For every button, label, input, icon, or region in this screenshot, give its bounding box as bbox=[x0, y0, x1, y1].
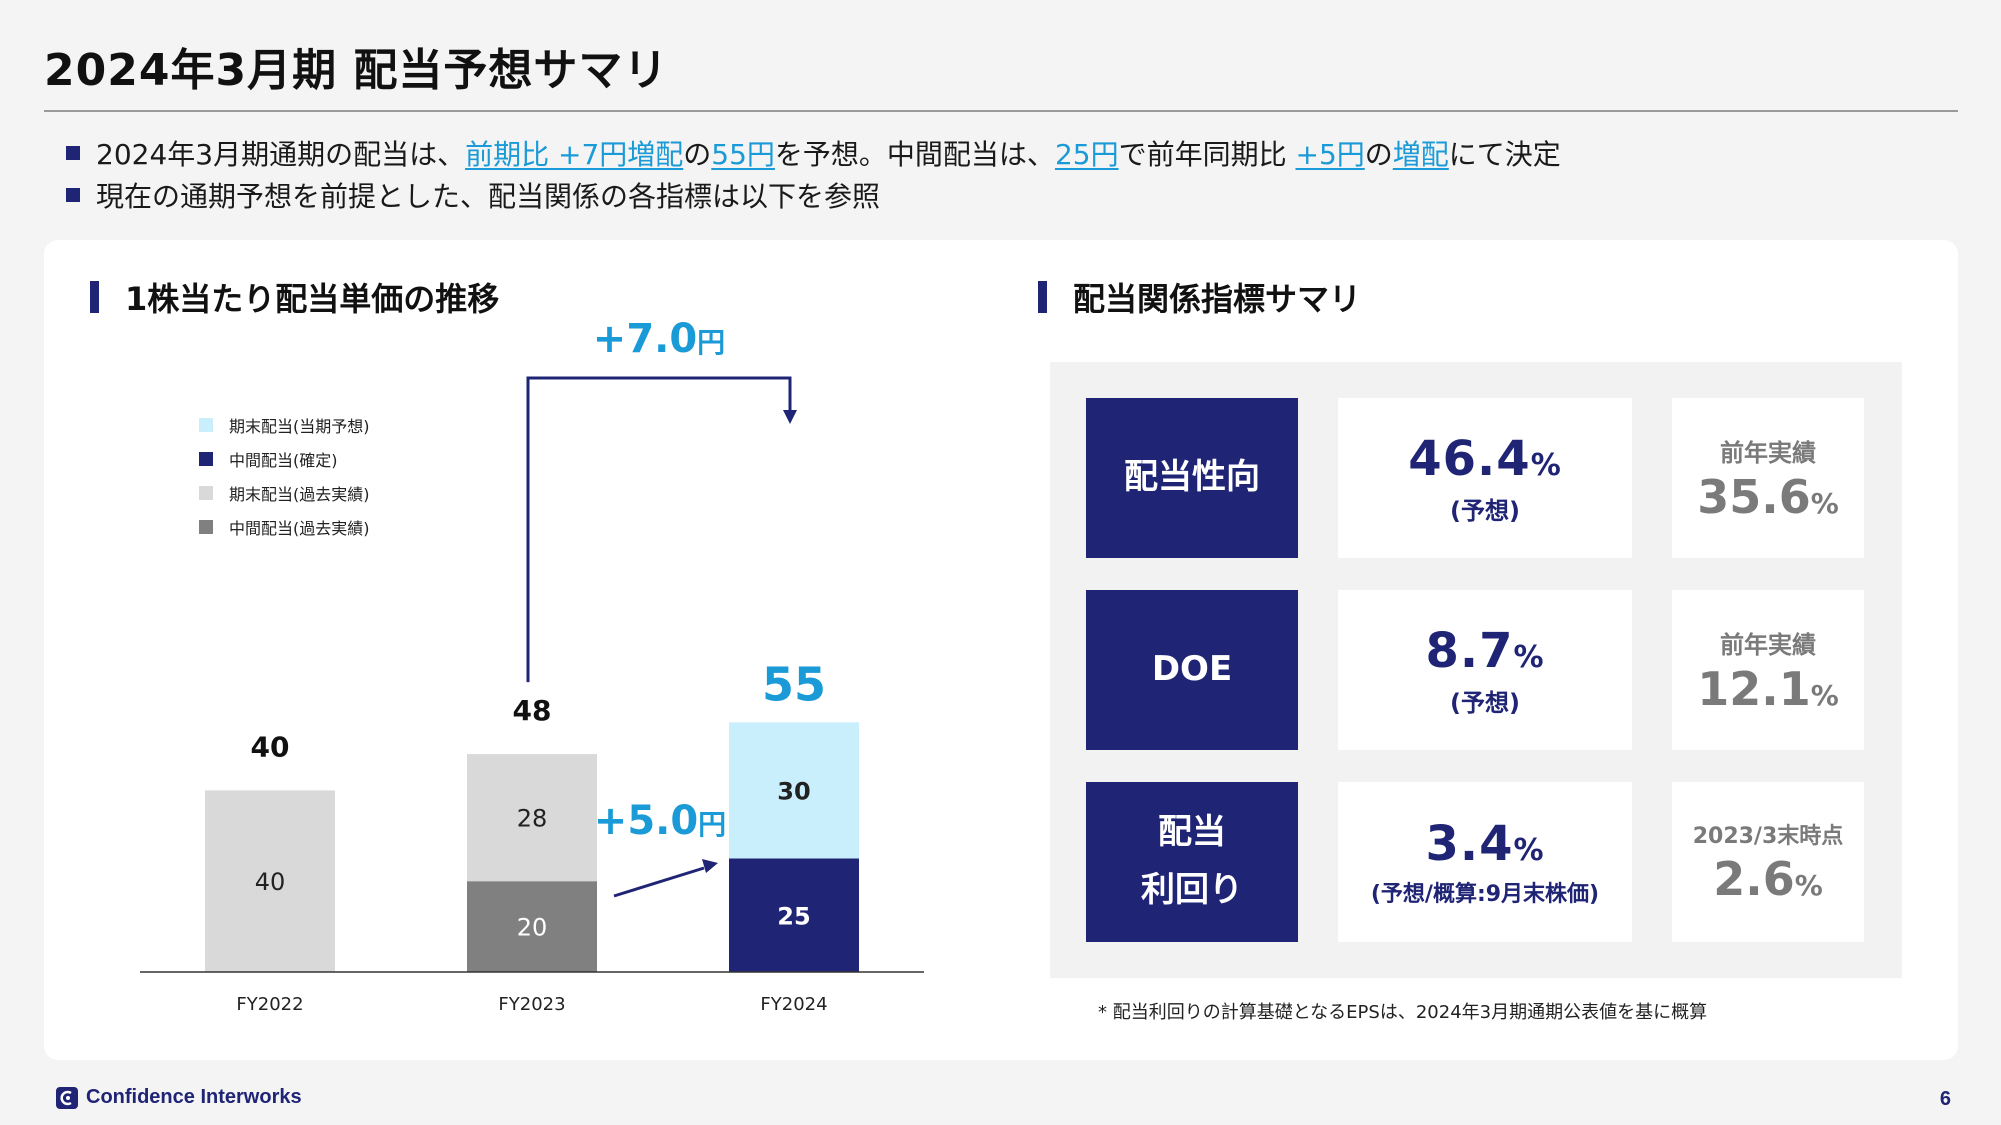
dividend-chart: 1株当たり配当単価の推移 40 40 FY2022 20 28 48 FY2023 25 30 5… bbox=[44, 240, 1044, 1060]
annual-diff-label: +7.0円 bbox=[593, 316, 725, 362]
interim-diff-arrow bbox=[613, 866, 705, 898]
metrics-summary: 配当性向 46.4% (予想) 前年実績 35.6% DOE 8.7% (予想)… bbox=[1050, 362, 1902, 978]
bullet-text: 現在の通期予想を前提とした、配当関係の各指標は以下を参照 bbox=[96, 180, 881, 213]
data-label: 30 bbox=[777, 777, 810, 805]
data-label: 40 bbox=[255, 868, 286, 896]
metric-label-dividend-yield: 配当 利回り bbox=[1086, 782, 1298, 942]
interim-diff-arrowhead bbox=[702, 859, 718, 873]
metric-label-payout-ratio: 配当性向 bbox=[1086, 398, 1298, 558]
legend-swatch bbox=[199, 452, 213, 466]
legend-label: 中間配当(過去実績) bbox=[229, 519, 370, 538]
legend-swatch bbox=[199, 418, 213, 432]
bullet-square-icon bbox=[66, 188, 80, 202]
bullet-item: 現在の通期予想を前提とした、配当関係の各指標は以下を参照 bbox=[66, 174, 1561, 216]
x-tick-label: FY2023 bbox=[498, 994, 565, 1015]
legend-swatch bbox=[199, 486, 213, 500]
highlight-annual-increase: 前期比 +7円増配 bbox=[465, 138, 684, 171]
metric-prev-doe: 前年実績 12.1% bbox=[1672, 590, 1864, 750]
total-label: 40 bbox=[251, 730, 290, 763]
highlight-interim-dividend: 25円 bbox=[1054, 138, 1119, 171]
metric-label-doe: DOE bbox=[1086, 590, 1298, 750]
bar-segment-fy2022-s1 bbox=[205, 790, 335, 972]
bar-segment-fy2023-s0 bbox=[467, 881, 597, 972]
bullet-text: 2024年3月期通期の配当は、前期比 +7円増配の55円を予想。中間配当は、25… bbox=[96, 138, 1561, 171]
highlight-increase: 増配 bbox=[1392, 138, 1449, 171]
legend-item: 期末配当(過去実績) bbox=[199, 476, 370, 510]
section-bar-icon bbox=[1038, 281, 1047, 313]
bar-segment-fy2024-s3 bbox=[729, 722, 859, 859]
legend-item: 期末配当(当期予想) bbox=[199, 408, 370, 442]
total-label: 48 bbox=[513, 694, 552, 727]
bullet-list: 2024年3月期通期の配当は、前期比 +7円増配の55円を予想。中間配当は、25… bbox=[66, 132, 1561, 216]
metric-value-doe: 8.7% (予想) bbox=[1338, 590, 1632, 750]
title-divider bbox=[44, 110, 1958, 112]
legend-label: 中間配当(確定) bbox=[229, 451, 338, 470]
legend-item: 中間配当(過去実績) bbox=[199, 510, 370, 544]
data-label: 20 bbox=[517, 914, 548, 942]
chart-svg: 40 40 FY2022 20 28 48 FY2023 25 30 55 FY2024 +7.0円… bbox=[140, 316, 924, 1015]
bar-segment-fy2024-s2 bbox=[729, 858, 859, 972]
section-heading-metrics: 配当関係指標サマリ bbox=[1038, 274, 1361, 320]
x-tick-label: FY2024 bbox=[760, 994, 827, 1015]
bar-segment-fy2023-s1 bbox=[467, 754, 597, 882]
content-panel: 1株当たり配当単価の推移 40 40 FY2022 20 28 48 FY2023 25 30 5… bbox=[44, 240, 1958, 1060]
interim-diff-label: +5.0円 bbox=[594, 798, 726, 844]
page-title: 2024年3月期 配当予想サマリ bbox=[44, 45, 669, 96]
x-tick-label: FY2022 bbox=[236, 994, 303, 1015]
company-logo: Confidence Interworks bbox=[56, 1086, 302, 1109]
footnote: * 配当利回りの計算基礎となるEPSは、2024年3月期通期公表値を基に概算 bbox=[1098, 1002, 1708, 1023]
annual-diff-bracket bbox=[526, 376, 792, 683]
data-label: 25 bbox=[777, 902, 810, 930]
section-bar-icon bbox=[90, 281, 99, 313]
legend-item: 中間配当(確定) bbox=[199, 442, 370, 476]
legend-label: 期末配当(過去実績) bbox=[229, 485, 370, 504]
metric-value-payout-ratio: 46.4% (予想) bbox=[1338, 398, 1632, 558]
metric-value-dividend-yield: 3.4% (予想/概算:9月末株価) bbox=[1338, 782, 1632, 942]
legend-label: 期末配当(当期予想) bbox=[229, 417, 370, 436]
highlight-interim-increase: +5円 bbox=[1295, 138, 1365, 171]
logo-icon bbox=[56, 1086, 78, 1109]
page-number: 6 bbox=[1939, 1088, 1951, 1110]
legend-swatch bbox=[199, 520, 213, 534]
chart-legend: 期末配当(当期予想) 中間配当(確定) 期末配当(過去実績) 中間配当(過去実績) bbox=[199, 408, 370, 544]
data-label: 28 bbox=[517, 805, 548, 833]
section-heading-chart: 1株当たり配当単価の推移 bbox=[90, 274, 499, 320]
metric-prev-payout-ratio: 前年実績 35.6% bbox=[1672, 398, 1864, 558]
annual-diff-arrowhead bbox=[783, 410, 797, 424]
metric-prev-dividend-yield: 2023/3末時点 2.6% bbox=[1672, 782, 1864, 942]
highlight-annual-dividend: 55円 bbox=[711, 138, 775, 171]
bullet-square-icon bbox=[66, 146, 80, 160]
bullet-item: 2024年3月期通期の配当は、前期比 +7円増配の55円を予想。中間配当は、25… bbox=[66, 132, 1561, 174]
total-label: 55 bbox=[762, 657, 826, 711]
